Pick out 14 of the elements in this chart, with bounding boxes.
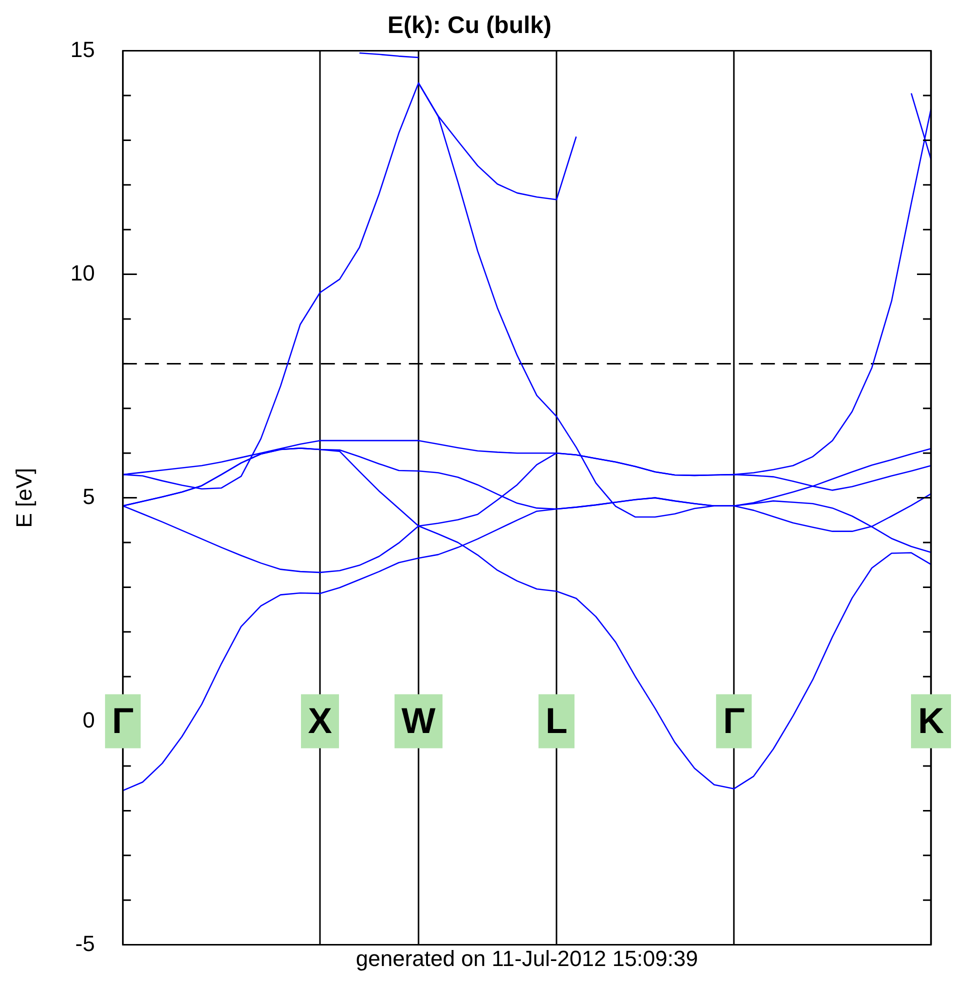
x-tick-label: Γ [112, 700, 134, 742]
x-tick-label: W [402, 700, 436, 742]
y-tick-label: 5 [82, 484, 95, 509]
x-tick-label: K [918, 700, 944, 742]
y-tick-label: 0 [82, 707, 95, 732]
y-tick-label: -5 [75, 930, 95, 956]
y-tick-label: 10 [70, 260, 95, 286]
x-tick-label: X [308, 700, 332, 742]
x-tick-label: Γ [723, 700, 746, 742]
x-tick-label: L [546, 700, 568, 742]
y-axis-title: E [eV] [11, 468, 36, 528]
chart-title: E(k): Cu (bulk) [388, 12, 552, 40]
text: generated on 11-Jul-2012 15:09:39 [356, 946, 698, 971]
y-tick-label: 15 [70, 36, 95, 62]
